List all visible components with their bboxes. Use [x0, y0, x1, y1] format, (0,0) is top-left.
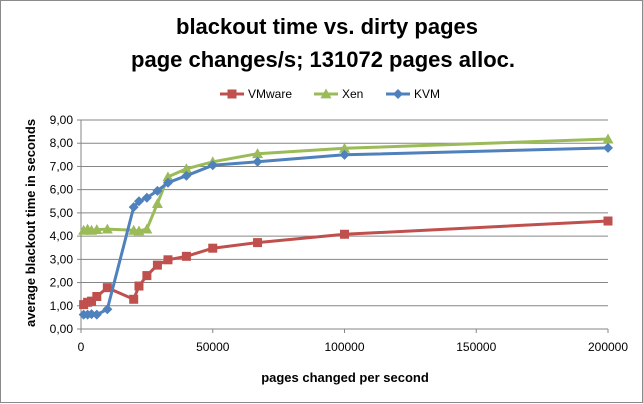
- chart-title-line-2: page changes/s; 131072 pages alloc.: [131, 47, 515, 72]
- data-point-xen: [602, 133, 614, 144]
- data-point-kvm: [128, 202, 139, 213]
- x-tick-label: 150000: [456, 340, 496, 354]
- gridlines: [81, 119, 608, 307]
- data-point-vmware: [129, 294, 139, 304]
- series-vmware: [79, 216, 613, 310]
- y-tick-label: 6,00: [50, 183, 74, 197]
- data-point-kvm: [133, 196, 144, 207]
- y-tick-label: 2,00: [50, 276, 74, 290]
- data-point-vmware: [253, 238, 263, 248]
- data-point-xen: [162, 171, 174, 182]
- legend: VMware Xen KVM: [220, 87, 440, 101]
- data-point-vmware: [142, 271, 152, 281]
- data-point-kvm: [141, 192, 152, 203]
- legend-label-xen: Xen: [342, 87, 363, 101]
- x-tick-label: 50000: [196, 340, 230, 354]
- series-kvm: [78, 142, 613, 320]
- data-point-vmware: [134, 281, 144, 291]
- legend-item-xen: Xen: [314, 87, 363, 101]
- data-point-vmware: [208, 243, 218, 253]
- y-axis-title: average blackout time in seconds: [23, 119, 38, 327]
- data-point-vmware: [92, 291, 102, 301]
- y-tick-label: 7,00: [50, 159, 74, 173]
- x-tick-label: 200000: [588, 340, 628, 354]
- legend-item-vmware: VMware: [220, 87, 292, 101]
- data-point-vmware: [340, 229, 349, 239]
- y-tick-label: 0,00: [50, 322, 74, 336]
- axes: [77, 119, 609, 333]
- legend-swatch-marker-vmware: [227, 89, 237, 99]
- y-tick-label: 8,00: [50, 136, 74, 150]
- data-point-kvm: [207, 160, 218, 171]
- chart-title-line-1: blackout time vs. dirty pages: [176, 14, 478, 39]
- data-point-kvm: [152, 185, 163, 196]
- data-point-kvm: [102, 304, 113, 315]
- data-point-xen: [180, 163, 192, 174]
- data-point-vmware: [102, 283, 112, 293]
- y-tick-label: 3,00: [50, 252, 74, 266]
- data-point-kvm: [162, 177, 173, 188]
- data-point-vmware: [152, 260, 162, 270]
- series-group: [78, 133, 614, 320]
- data-point-xen: [252, 148, 264, 159]
- data-point-kvm: [91, 309, 102, 320]
- legend-label-vmware: VMware: [248, 87, 292, 101]
- data-point-xen: [151, 198, 163, 208]
- data-point-vmware: [87, 296, 97, 306]
- data-point-xen: [339, 142, 350, 153]
- legend-item-kvm: KVM: [386, 87, 440, 101]
- y-tick-label: 1,00: [50, 299, 74, 313]
- legend-swatch-marker-kvm: [393, 89, 403, 99]
- x-tick-label: 100000: [324, 340, 364, 354]
- data-point-xen: [101, 223, 113, 234]
- data-point-vmware: [181, 251, 191, 261]
- data-point-kvm: [603, 142, 613, 153]
- legend-swatch-marker-xen: [320, 88, 332, 99]
- y-tick-label: 9,00: [50, 113, 74, 127]
- data-point-kvm: [252, 156, 263, 167]
- data-point-vmware: [163, 255, 173, 265]
- x-tick-label: 0: [78, 340, 85, 354]
- data-point-kvm: [339, 149, 350, 160]
- data-point-xen: [91, 224, 103, 235]
- legend-label-kvm: KVM: [414, 87, 440, 101]
- data-point-xen: [141, 223, 153, 234]
- data-point-vmware: [603, 216, 613, 226]
- y-tick-label: 5,00: [50, 206, 74, 220]
- y-tick-labels: 0,00 1,00 2,00 3,00 4,00 5,00 6,00 7,00 8,00 9,00: [50, 113, 74, 336]
- x-tick-labels: 0 50000 100000 150000 200000: [78, 340, 629, 354]
- x-axis-title: pages changed per second: [261, 370, 429, 385]
- y-tick-label: 4,00: [50, 229, 74, 243]
- data-point-kvm: [181, 170, 192, 181]
